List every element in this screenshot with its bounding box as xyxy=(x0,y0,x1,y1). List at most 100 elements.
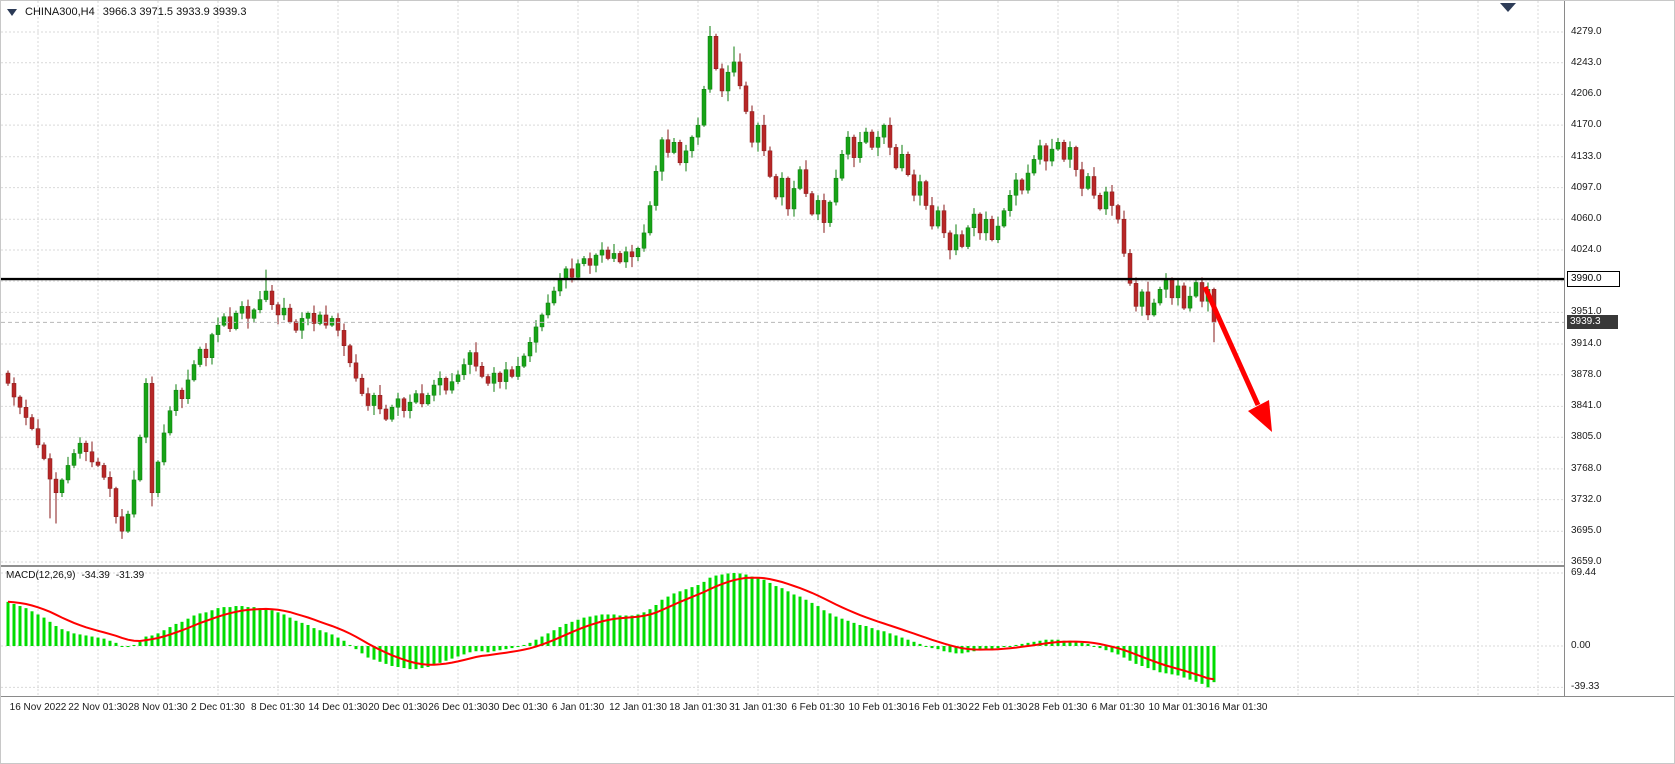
macd-bar xyxy=(522,644,526,646)
candle-body xyxy=(719,68,725,92)
candle xyxy=(401,397,407,418)
macd-bar xyxy=(1062,640,1066,646)
macd-bar xyxy=(714,575,718,646)
macd-bar xyxy=(840,618,844,646)
candle xyxy=(1109,185,1115,216)
macd-value: -34.39 xyxy=(81,570,110,581)
candle xyxy=(299,312,305,339)
macd-bar xyxy=(828,613,832,646)
macd-bar xyxy=(126,646,130,648)
macd-bar xyxy=(534,639,538,646)
candle-body xyxy=(557,278,563,292)
macd-bar xyxy=(942,646,946,652)
trend-arrow-head[interactable] xyxy=(1248,400,1272,432)
candle-body xyxy=(929,205,935,227)
candle-body xyxy=(155,461,161,494)
candle xyxy=(41,442,47,461)
macd-bar xyxy=(846,620,850,646)
candle-body xyxy=(605,249,611,259)
macd-bar xyxy=(444,646,448,661)
macd-bar xyxy=(510,646,514,649)
price-axis-label: 3805.0 xyxy=(1571,431,1602,443)
candle xyxy=(827,200,833,227)
macd-bar xyxy=(690,587,694,646)
macd-bar xyxy=(24,608,28,646)
price-axis[interactable]: 4279.0 4243.0 4206.0 4170.0 4133.0 4097.0 4060… xyxy=(1564,1,1674,696)
candle xyxy=(521,353,527,368)
candle-body xyxy=(341,330,347,346)
candle-body xyxy=(629,251,635,258)
candle-body xyxy=(65,465,71,481)
candle-body xyxy=(473,352,479,367)
candle xyxy=(1175,278,1181,306)
macd-bar xyxy=(1080,642,1084,646)
candle xyxy=(965,225,971,250)
time-axis-label: 12 Jan 01:30 xyxy=(609,702,667,713)
candle-body xyxy=(365,393,371,406)
macd-bar xyxy=(504,646,508,650)
macd-bar xyxy=(192,615,196,646)
macd-bar xyxy=(138,641,142,646)
candle-body xyxy=(539,314,545,328)
macd-bar xyxy=(732,572,736,646)
macd-bar xyxy=(936,646,940,650)
one-click-trading-toggle-icon[interactable] xyxy=(7,8,17,16)
candle xyxy=(881,123,887,144)
candle xyxy=(509,366,515,379)
candle xyxy=(533,320,539,353)
macd-bar xyxy=(648,609,652,646)
candle-body xyxy=(563,268,569,280)
candle-body xyxy=(713,36,719,70)
candle-body xyxy=(881,124,887,138)
chart-plot-area[interactable] xyxy=(1,1,1564,696)
macd-bar xyxy=(48,621,52,646)
price-axis-label: 4243.0 xyxy=(1571,56,1602,68)
macd-bar xyxy=(1092,646,1096,647)
candle-body xyxy=(671,142,677,153)
candle-body xyxy=(263,290,269,300)
candle-body xyxy=(215,324,221,335)
candle xyxy=(773,173,779,200)
candle-body xyxy=(359,377,365,394)
ohlc-values: 3966.3 3971.5 3933.9 3939.3 xyxy=(102,6,247,18)
candle xyxy=(233,310,239,331)
candle-body xyxy=(683,150,689,164)
pane-separator[interactable] xyxy=(1,565,1674,567)
macd-bar xyxy=(672,593,676,646)
candle xyxy=(221,313,227,327)
candle-body xyxy=(1073,147,1079,170)
chart-shift-marker[interactable] xyxy=(1500,3,1516,12)
macd-bar xyxy=(756,577,760,646)
candle xyxy=(887,117,893,156)
candle xyxy=(1049,138,1055,167)
candle-body xyxy=(497,372,503,382)
macd-bar xyxy=(336,637,340,646)
macd-bar xyxy=(360,646,364,654)
candle xyxy=(29,414,35,431)
candle-body xyxy=(311,312,317,324)
candle xyxy=(1001,208,1007,228)
macd-bar xyxy=(1128,646,1132,661)
time-axis-label: 10 Mar 01:30 xyxy=(1148,702,1208,713)
candle xyxy=(779,172,785,206)
candle xyxy=(1037,139,1043,165)
candle-body xyxy=(833,177,839,203)
candle xyxy=(473,342,479,372)
candle xyxy=(101,462,107,480)
candle-body xyxy=(707,36,713,90)
candle-body xyxy=(395,398,401,408)
candle xyxy=(617,250,623,264)
candle xyxy=(989,215,995,242)
candle-body xyxy=(1037,145,1043,160)
trend-arrow[interactable] xyxy=(1202,285,1272,432)
time-axis[interactable]: 16 Nov 2022 22 Nov 01:30 28 Nov 01:30 2 Dec… xyxy=(1,696,1674,721)
candle-body xyxy=(71,453,77,466)
candle-body xyxy=(413,393,419,403)
price-axis-label: 3732.0 xyxy=(1571,493,1602,505)
candle-body xyxy=(947,232,953,251)
macd-bar xyxy=(1098,646,1102,649)
trend-arrow-shaft[interactable] xyxy=(1202,285,1261,407)
candle-body xyxy=(257,299,263,311)
macd-bar xyxy=(84,635,88,646)
candle xyxy=(263,269,269,303)
